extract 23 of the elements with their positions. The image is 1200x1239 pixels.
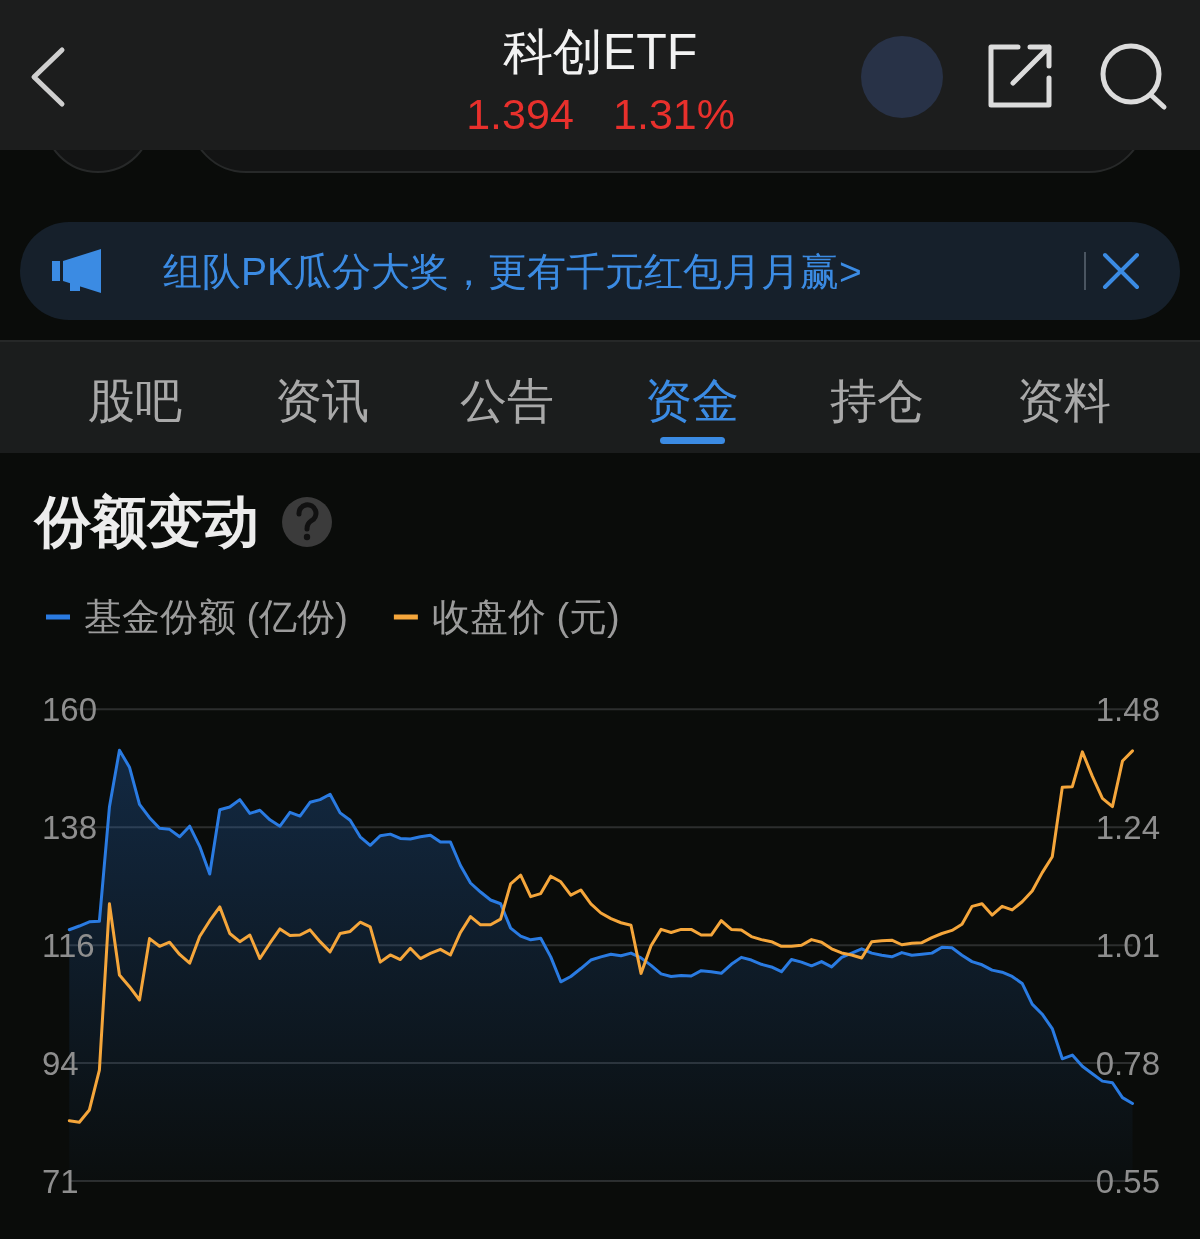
- y2-tick-label: 0.78: [1095, 1044, 1160, 1082]
- y-tick-label: 71: [42, 1162, 79, 1200]
- y2-tick-label: 1.01: [1095, 926, 1160, 964]
- text: 资金: [645, 373, 739, 427]
- text: 资讯: [275, 373, 369, 427]
- legend-label: 基金份额 (亿份): [84, 596, 348, 638]
- text: 科创ETF: [502, 24, 698, 80]
- text: 1.394: [466, 90, 574, 138]
- text: 股吧: [88, 373, 182, 427]
- text: 资料: [1017, 373, 1111, 427]
- y2-tick-label: 1.24: [1095, 808, 1160, 846]
- text: 1.31%: [613, 90, 735, 138]
- text: 持仓: [830, 373, 924, 427]
- y2-tick-label: 0.55: [1095, 1162, 1160, 1200]
- text: 公告: [460, 373, 554, 427]
- y-tick-label: 94: [42, 1044, 79, 1082]
- legend-label: 收盘价 (元): [431, 596, 620, 638]
- y-tick-label: 116: [42, 926, 95, 964]
- y2-tick-label: 1.48: [1095, 690, 1160, 728]
- y-tick-label: 138: [42, 808, 98, 846]
- chart-title: 份额变动: [33, 489, 259, 553]
- text: 组队PK瓜分大奖，更有千元红包月月赢>: [163, 249, 862, 293]
- y-tick-label: 160: [42, 690, 98, 728]
